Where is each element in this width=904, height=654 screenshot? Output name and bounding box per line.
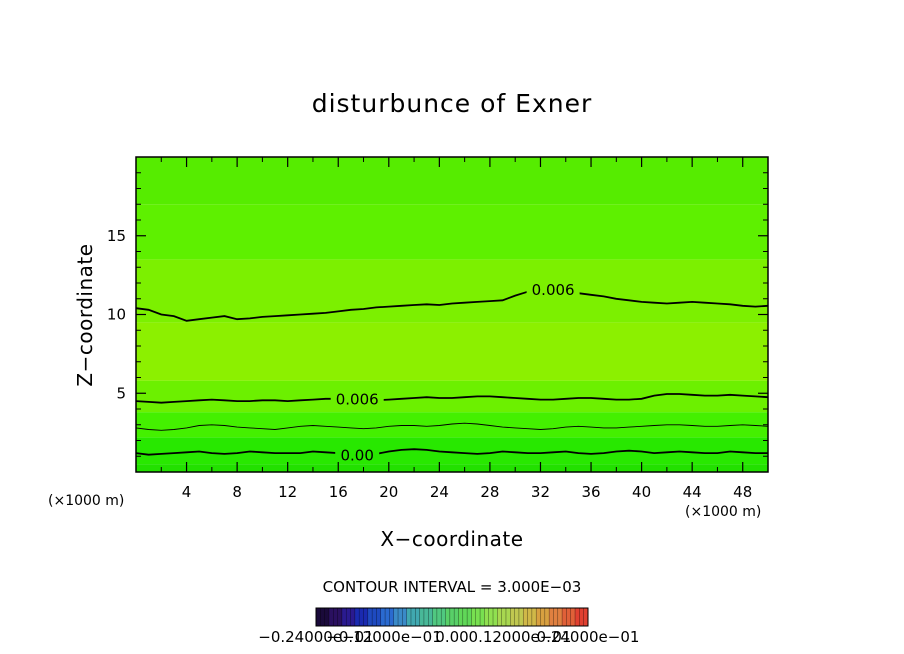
contour-label-bg-0: [335, 447, 380, 464]
colorbar: [315, 607, 589, 627]
colorbar-segment: [484, 608, 498, 626]
y-tick-label: 15: [107, 227, 126, 245]
contour-labels: 0.00 0.006 0.006: [330, 281, 580, 464]
colorbar-frame: [315, 607, 589, 627]
colorbar-segment: [354, 608, 369, 626]
colorbar-segment: [419, 608, 434, 626]
colorbar-tick-label: 0.00: [435, 628, 468, 646]
colorbar-segment: [380, 608, 395, 626]
contour-line-1: [135, 422, 769, 431]
colorbar-segment: [575, 608, 589, 626]
x-tick-label: 12: [278, 483, 297, 501]
colorbar-segment: [432, 608, 447, 626]
x-tick-label: 8: [232, 483, 242, 501]
x-tick-label: 20: [379, 483, 398, 501]
x-tick-label: 4: [182, 483, 192, 501]
field-band-4: [136, 322, 768, 381]
y-ticks: 5 10 15: [107, 172, 768, 457]
colorbar-segment: [406, 608, 421, 626]
colorbar-segment: [471, 608, 485, 626]
color-field: [136, 157, 768, 472]
contour-label-2: 0.006: [336, 391, 379, 409]
y-axis-label: Z−coordinate: [73, 243, 97, 386]
contour-label-bg-3: [526, 282, 580, 299]
contour-line-2: [135, 393, 769, 404]
colorbar-segment: [445, 608, 459, 626]
field-band-0: [136, 464, 768, 472]
x-tick-label: 48: [733, 483, 752, 501]
colorbar-segment: [549, 608, 563, 626]
field-band-3: [136, 380, 768, 413]
contour-label-bg-2: [330, 391, 384, 408]
contour-label-0: 0.00: [340, 446, 373, 464]
colorbar-labels: −0.24000e−01−0.12000e−010.00 0.12000e−010…: [258, 628, 639, 646]
x-unit-left: (×1000 m): [48, 493, 124, 509]
x-tick-label: 44: [683, 483, 702, 501]
contour-interval-text: CONTOUR INTERVAL = 3.000E−03: [323, 578, 582, 596]
x-tick-label: 28: [480, 483, 499, 501]
colorbar-segment: [562, 608, 576, 626]
field-band-1: [136, 437, 768, 465]
colorbar-segment: [523, 608, 537, 626]
field-band-7: [136, 157, 768, 205]
colorbar-tick-label: 0.24000e−01: [537, 628, 640, 646]
colorbar-segment: [458, 608, 472, 626]
colorbar-segment: [536, 608, 550, 626]
colorbar-tick-label: −0.12000e−01: [326, 628, 441, 646]
colorbar-segment: [316, 608, 330, 626]
contour-line-0: [135, 448, 768, 457]
x-tick-label: 16: [329, 483, 348, 501]
x-unit-right: (×1000 m): [685, 504, 761, 520]
colorbar-segment: [510, 608, 524, 626]
colorbar-tick-label: 0.12000e−01: [469, 628, 572, 646]
x-tick-label: 40: [632, 483, 651, 501]
chart-title: disturbunce of Exner: [312, 89, 593, 118]
y-tick-label: 5: [116, 384, 126, 402]
field-band-5: [136, 259, 768, 323]
x-tick-label: 32: [531, 483, 550, 501]
colorbar-tick-label: −0.24000e−01: [258, 628, 373, 646]
colorbar-segment: [497, 608, 511, 626]
colorbar-segment: [328, 608, 343, 626]
field-band-6: [136, 204, 768, 260]
contour-lines: [135, 288, 769, 457]
x-axis-label: X−coordinate: [380, 527, 523, 551]
colorbar-segment: [367, 608, 382, 626]
colorbar-segment: [393, 608, 408, 626]
y-tick-label: 10: [107, 306, 126, 324]
contour-line-3: [135, 288, 769, 322]
x-tick-label: 24: [430, 483, 449, 501]
x-ticks: 4 8 12 16 20 24 28 32 36 40 44 48: [160, 157, 752, 501]
x-tick-label: 36: [581, 483, 600, 501]
contour-label-3: 0.006: [532, 281, 575, 299]
colorbar-segment: [341, 608, 356, 626]
